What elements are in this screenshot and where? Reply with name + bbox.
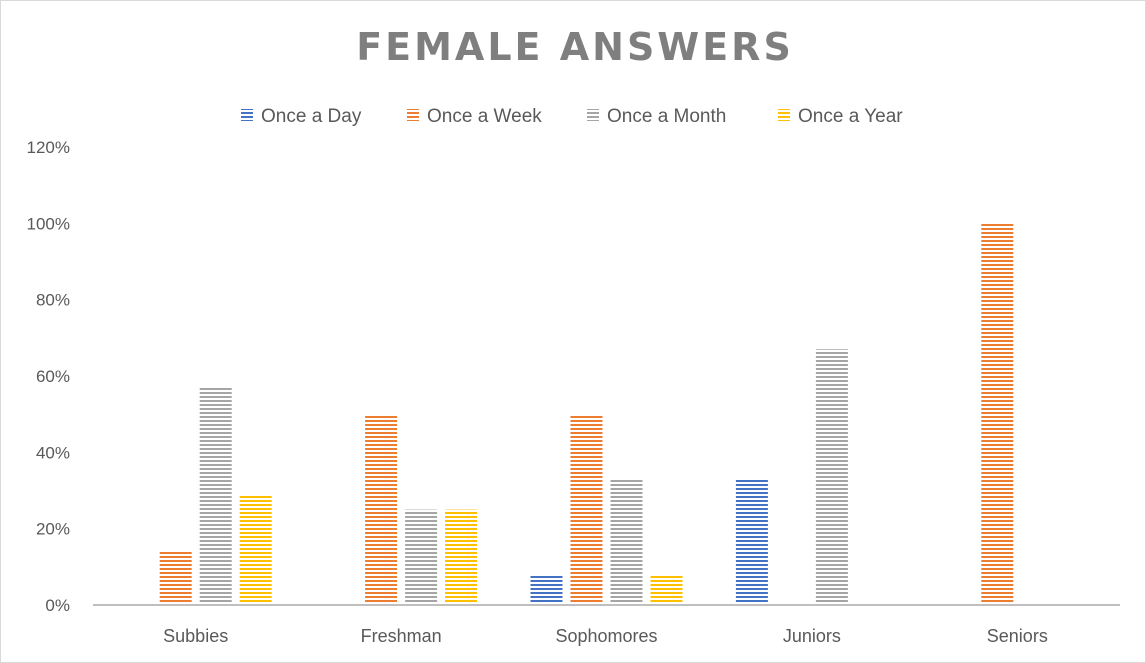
x-category-label: Subbies bbox=[163, 626, 228, 646]
y-tick-label: 20% bbox=[36, 520, 70, 539]
legend-label: Once a Day bbox=[261, 106, 362, 127]
x-category-label: Sophomores bbox=[555, 626, 657, 646]
bar-once-a-week-sophomores bbox=[570, 414, 603, 605]
legend-label: Once a Month bbox=[607, 106, 726, 127]
bar-once-a-month-freshman bbox=[405, 509, 438, 605]
legend-label: Once a Year bbox=[798, 106, 903, 127]
x-axis-categories: Subbies Freshman Sophomores Juniors Seniors bbox=[163, 626, 1048, 646]
legend-swatch bbox=[241, 109, 253, 121]
legend-label: Once a Week bbox=[427, 106, 542, 127]
bar-once-a-day-juniors bbox=[735, 479, 768, 605]
y-axis-ticks: 0% 20% 40% 60% 80% 100% 120% bbox=[27, 138, 70, 615]
bar-once-a-month-sophomores bbox=[610, 479, 643, 605]
y-tick-label: 40% bbox=[36, 443, 70, 462]
bars bbox=[159, 223, 1014, 606]
y-tick-label: 0% bbox=[45, 596, 70, 615]
bar-once-a-week-subbies bbox=[159, 551, 192, 605]
bar-once-a-year-subbies bbox=[239, 494, 272, 605]
x-category-label: Freshman bbox=[361, 626, 442, 646]
bar-once-a-week-freshman bbox=[365, 414, 398, 605]
legend-swatch bbox=[587, 109, 599, 121]
x-category-label: Juniors bbox=[783, 626, 841, 646]
bar-once-a-week-seniors bbox=[981, 223, 1014, 606]
bar-once-a-day-sophomores bbox=[530, 574, 563, 605]
bar-once-a-month-subbies bbox=[199, 387, 232, 605]
bar-once-a-year-freshman bbox=[445, 509, 478, 605]
y-tick-label: 120% bbox=[27, 138, 70, 157]
x-category-label: Seniors bbox=[987, 626, 1048, 646]
bar-once-a-year-sophomores bbox=[650, 574, 683, 605]
legend-swatch bbox=[407, 109, 419, 121]
y-tick-label: 80% bbox=[36, 291, 70, 310]
y-tick-label: 60% bbox=[36, 367, 70, 386]
y-tick-label: 100% bbox=[27, 214, 70, 233]
legend-swatch bbox=[778, 109, 790, 121]
bar-once-a-month-juniors bbox=[815, 349, 848, 605]
legend: Once a Day Once a Week Once a Month Once a … bbox=[241, 106, 903, 127]
chart-title: FEMALE ANSWERS bbox=[356, 25, 794, 69]
